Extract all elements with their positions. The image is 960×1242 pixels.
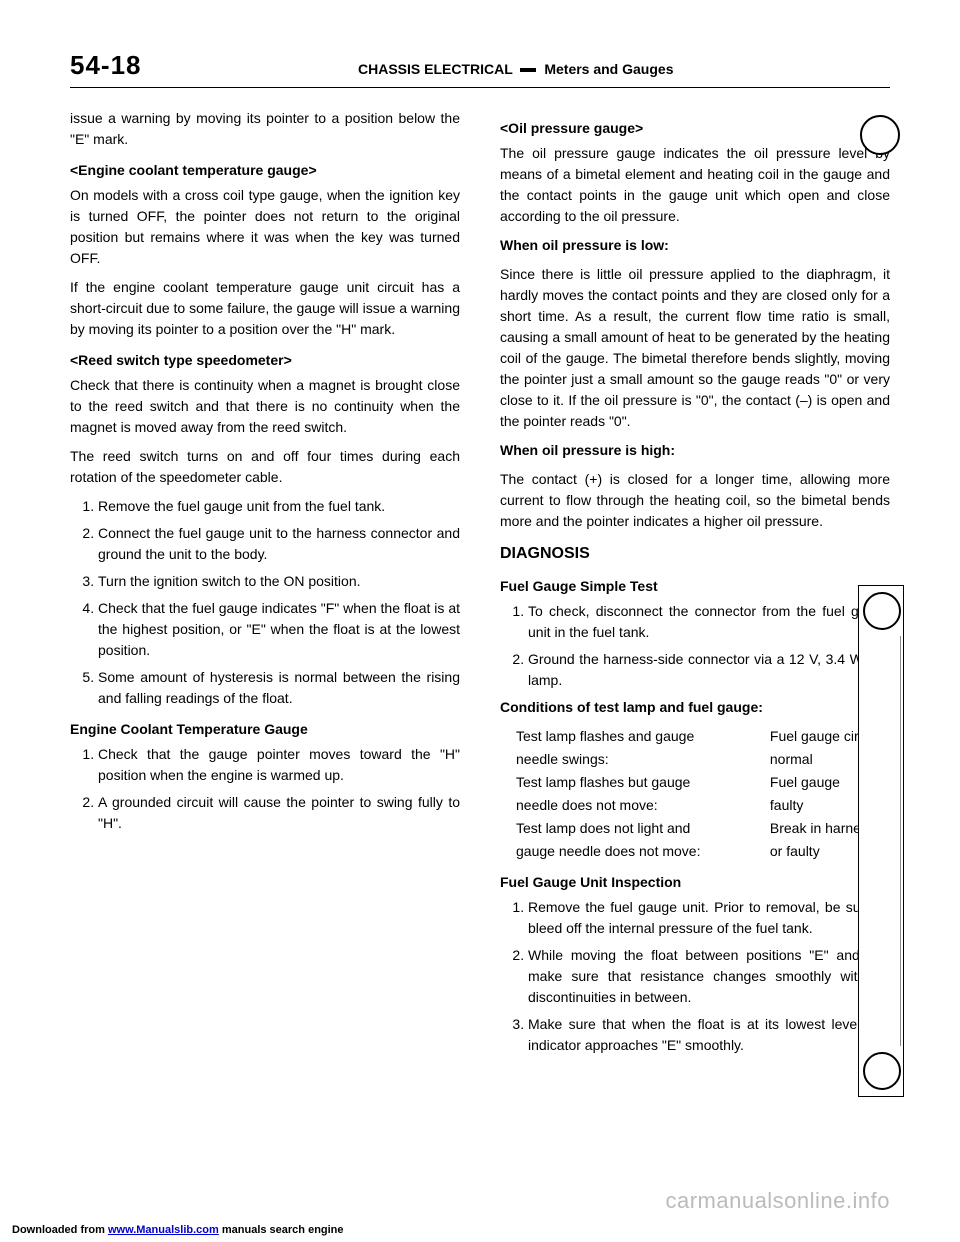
list-item: Some amount of hysteresis is normal betw… (98, 667, 460, 709)
right-column: <Oil pressure gauge> The oil pressure ga… (500, 108, 890, 1062)
list-item: Remove the fuel gauge unit from the fuel… (98, 496, 460, 517)
header-dash-icon (520, 68, 536, 72)
watermark: carmanualsonline.info (665, 1188, 890, 1214)
oil-low-head: When oil pressure is low: (500, 235, 890, 256)
oil-high-head: When oil pressure is high: (500, 440, 890, 461)
cond-row: gauge needle does not move: or faulty (516, 841, 890, 862)
header-title: CHASSIS ELECTRICAL Meters and Gauges (142, 61, 891, 77)
cond-label: Test lamp flashes but gauge (516, 772, 766, 793)
coolant-para-2: If the engine coolant temperature gauge … (70, 277, 460, 340)
footer-prefix: Downloaded from (12, 1224, 108, 1236)
page-header: 54-18 CHASSIS ELECTRICAL Meters and Gaug… (70, 50, 890, 88)
coolant-para-1: On models with a cross coil type gauge, … (70, 185, 460, 269)
section-head-coolant-gauge: Engine Coolant Temperature Gauge (70, 719, 460, 740)
cond-row: needle swings: normal (516, 749, 890, 770)
conditions-head: Conditions of test lamp and fuel gauge: (500, 697, 890, 718)
header-right: Meters and Gauges (544, 61, 673, 77)
diagnosis-list: To check, disconnect the connector from … (500, 601, 890, 691)
left-column: issue a warning by moving its pointer to… (70, 108, 460, 1062)
header-left: CHASSIS ELECTRICAL (358, 61, 513, 77)
section-head-reed: <Reed switch type speedometer> (70, 350, 460, 371)
footer-suffix: manuals search engine (222, 1224, 344, 1236)
cond-label: Test lamp does not light and (516, 818, 766, 839)
list-item: Ground the harness-side connector via a … (528, 649, 890, 691)
cond-row: needle does not move: faulty (516, 795, 890, 816)
reed-para-1: Check that there is continuity when a ma… (70, 375, 460, 438)
oil-high-para: The contact (+) is closed for a longer t… (500, 469, 890, 532)
page-number: 54-18 (70, 50, 142, 81)
list-item: To check, disconnect the connector from … (528, 601, 890, 643)
cond-row: Test lamp does not light and Break in ha… (516, 818, 890, 839)
list-item: Check that the gauge pointer moves towar… (98, 744, 460, 786)
content-columns: issue a warning by moving its pointer to… (70, 108, 890, 1062)
section-head-oil: <Oil pressure gauge> (500, 118, 890, 139)
intro-text: issue a warning by moving its pointer to… (70, 108, 460, 150)
footer-link[interactable]: www.Manualslib.com (108, 1224, 219, 1236)
list-item: Remove the fuel gauge unit. Prior to rem… (528, 897, 890, 939)
oil-para-1: The oil pressure gauge indicates the oil… (500, 143, 890, 227)
unit-inspection-list: Remove the fuel gauge unit. Prior to rem… (500, 897, 890, 1056)
diagnosis-sub: Fuel Gauge Simple Test (500, 576, 890, 597)
binder-ring-icon (863, 1052, 901, 1090)
section-head-coolant: <Engine coolant temperature gauge> (70, 160, 460, 181)
unit-inspection-head: Fuel Gauge Unit Inspection (500, 872, 890, 893)
binder-ring-icon (860, 115, 900, 155)
cond-row: Test lamp flashes but gauge Fuel gauge (516, 772, 890, 793)
cond-label: needle does not move: (516, 795, 766, 816)
list-item: Turn the ignition switch to the ON posit… (98, 571, 460, 592)
cond-value: Fuel gauge (770, 774, 840, 790)
footer: Downloaded from www.Manualslib.com manua… (12, 1224, 344, 1236)
binder-line-icon (900, 636, 901, 1046)
list-item: Make sure that when the float is at its … (528, 1014, 890, 1056)
reed-para-2: The reed switch turns on and off four ti… (70, 446, 460, 488)
oil-low-para: Since there is little oil pressure appli… (500, 264, 890, 432)
list-item: A grounded circuit will cause the pointe… (98, 792, 460, 834)
cond-label: gauge needle does not move: (516, 841, 766, 862)
cond-label: Test lamp flashes and gauge (516, 726, 766, 747)
diagnosis-head: DIAGNOSIS (500, 542, 890, 566)
cond-label: needle swings: (516, 749, 766, 770)
binder-ring-icon (863, 592, 901, 630)
cond-value: or faulty (770, 843, 820, 859)
list-item: Connect the fuel gauge unit to the harne… (98, 523, 460, 565)
binder-strip (858, 585, 904, 1097)
list-item: Check that the fuel gauge indicates "F" … (98, 598, 460, 661)
list-item: While moving the float between positions… (528, 945, 890, 1008)
coolant-gauge-list: Check that the gauge pointer moves towar… (70, 744, 460, 834)
cond-value: normal (770, 751, 813, 767)
conditions-block: Test lamp flashes and gauge Fuel gauge c… (500, 726, 890, 862)
cond-value: faulty (770, 797, 803, 813)
fuel-procedure-list: Remove the fuel gauge unit from the fuel… (70, 496, 460, 709)
cond-row: Test lamp flashes and gauge Fuel gauge c… (516, 726, 890, 747)
